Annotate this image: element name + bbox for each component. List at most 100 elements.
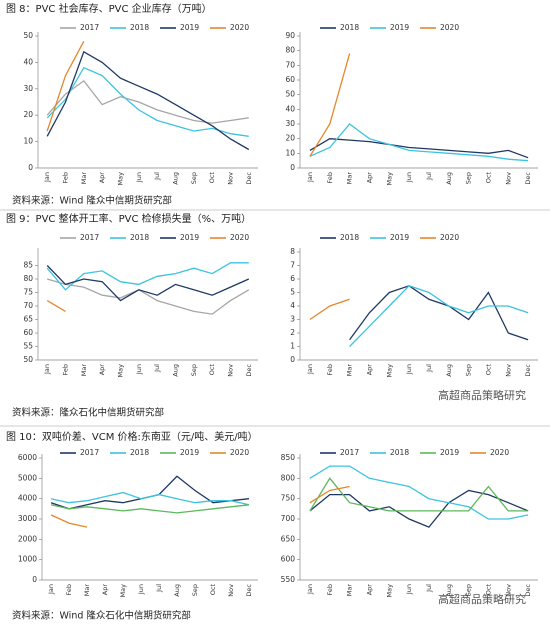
y-tick-label: 40 — [285, 104, 295, 113]
series-line — [309, 138, 529, 159]
y-tick-label: 1 — [290, 342, 295, 351]
series-line — [46, 50, 250, 151]
y-tick-label: 600 — [281, 555, 296, 564]
y-tick-label: 55 — [23, 342, 33, 351]
x-tick-label: Mar — [346, 172, 354, 185]
x-tick-label: Nov — [504, 364, 512, 377]
legend-label: 2019 — [390, 233, 409, 242]
series-line — [50, 504, 250, 514]
legend-label: 2017 — [340, 448, 359, 457]
x-tick-label: Apr — [365, 364, 373, 376]
y-tick-label: 70 — [285, 60, 295, 69]
y-tick-label: 800 — [281, 473, 296, 482]
x-tick-label: May — [385, 364, 393, 378]
x-tick-label: Mar — [80, 364, 88, 377]
y-tick-label: 4000 — [18, 494, 37, 503]
series-line — [50, 514, 88, 528]
x-tick-label: Feb — [326, 172, 334, 184]
series-line — [349, 285, 529, 341]
y-tick-label: 700 — [281, 514, 296, 523]
x-tick-label: May — [385, 584, 393, 598]
x-tick-label: Jul — [425, 584, 433, 593]
y-tick-label: 50 — [23, 31, 33, 40]
y-tick-label: 90 — [285, 31, 295, 40]
x-tick-label: Oct — [484, 584, 492, 596]
legend-label: 2018 — [130, 448, 149, 457]
x-tick-label: Sep — [191, 584, 199, 596]
y-tick-label: 75 — [23, 288, 33, 297]
legend-label: 2020 — [490, 448, 509, 457]
y-tick-label: 1000 — [18, 555, 37, 564]
y-tick-label: 10 — [23, 137, 33, 146]
x-tick-label: Jun — [137, 584, 145, 595]
x-tick-label: Feb — [62, 172, 70, 184]
y-tick-label: 8 — [290, 247, 295, 256]
x-tick-label: Jan — [43, 172, 51, 183]
legend-label: 2019 — [440, 448, 459, 457]
series-line — [309, 53, 351, 157]
x-tick-label: Dec — [245, 364, 253, 377]
series-line — [309, 477, 529, 512]
legend-label: 2020 — [230, 233, 249, 242]
x-tick-label: Aug — [445, 584, 453, 597]
y-tick-label: 20 — [23, 110, 33, 119]
x-tick-label: Sep — [465, 364, 473, 376]
x-tick-label: Jun — [405, 584, 413, 595]
y-tick-label: 50 — [23, 355, 33, 364]
y-tick-label: 80 — [23, 274, 33, 283]
y-tick-label: 50 — [285, 90, 295, 99]
caption: 图 9：PVC 整体开工率、PVC 检修损失量（%、万吨） — [6, 212, 251, 225]
x-tick-label: Jul — [153, 364, 161, 373]
legend-label: 2017 — [80, 23, 99, 32]
x-tick-label: Jan — [43, 364, 51, 375]
x-tick-label: Nov — [227, 172, 235, 185]
y-tick-label: 60 — [285, 75, 295, 84]
watermark: 高超商品策略研究 — [438, 388, 526, 402]
series-line — [309, 465, 529, 520]
y-tick-label: 5000 — [18, 473, 37, 482]
x-tick-label: Dec — [524, 584, 532, 597]
x-tick-label: Nov — [227, 584, 235, 597]
y-tick-label: 5 — [290, 288, 295, 297]
x-tick-label: Apr — [98, 172, 106, 184]
y-tick-label: 3 — [290, 315, 295, 324]
watermark: 高超商品策略研究 — [438, 592, 526, 606]
y-tick-label: 3000 — [18, 514, 37, 523]
x-tick-label: Jun — [405, 364, 413, 375]
x-tick-label: Nov — [504, 584, 512, 597]
series-line — [46, 66, 249, 137]
series-line — [46, 40, 85, 132]
y-tick-label: 550 — [281, 575, 296, 584]
x-tick-label: Feb — [326, 584, 334, 596]
y-tick-label: 0 — [290, 355, 295, 364]
x-tick-label: Jul — [155, 584, 163, 593]
legend-label: 2019 — [390, 23, 409, 32]
y-tick-label: 70 — [23, 301, 33, 310]
series-line — [46, 265, 250, 302]
series-line — [309, 123, 529, 162]
source: 资料来源：Wind 隆众中信期货研究部 — [12, 195, 172, 207]
y-tick-label: 30 — [23, 84, 33, 93]
x-tick-label: Aug — [172, 364, 180, 377]
x-tick-label: Dec — [524, 172, 532, 185]
x-tick-label: Nov — [227, 364, 235, 377]
x-tick-label: Jan — [306, 364, 314, 375]
series-line — [349, 285, 529, 347]
x-tick-label: Aug — [173, 584, 181, 597]
x-tick-label: May — [385, 172, 393, 186]
source: 资料来源：Wind 隆众石化中信期货研究部 — [12, 610, 191, 622]
y-tick-label: 0 — [290, 163, 295, 172]
legend-label: 2017 — [80, 233, 99, 242]
legend-label: 2018 — [390, 448, 409, 457]
y-tick-label: 40 — [23, 57, 33, 66]
series-line — [46, 262, 249, 291]
x-tick-label: Apr — [365, 584, 373, 596]
x-tick-label: Apr — [101, 584, 109, 596]
y-tick-label: 85 — [23, 261, 33, 270]
y-tick-label: 65 — [23, 315, 33, 324]
x-tick-label: Feb — [65, 584, 73, 596]
x-tick-label: Dec — [524, 364, 532, 377]
x-tick-label: Sep — [465, 172, 473, 184]
x-tick-label: Oct — [484, 172, 492, 184]
